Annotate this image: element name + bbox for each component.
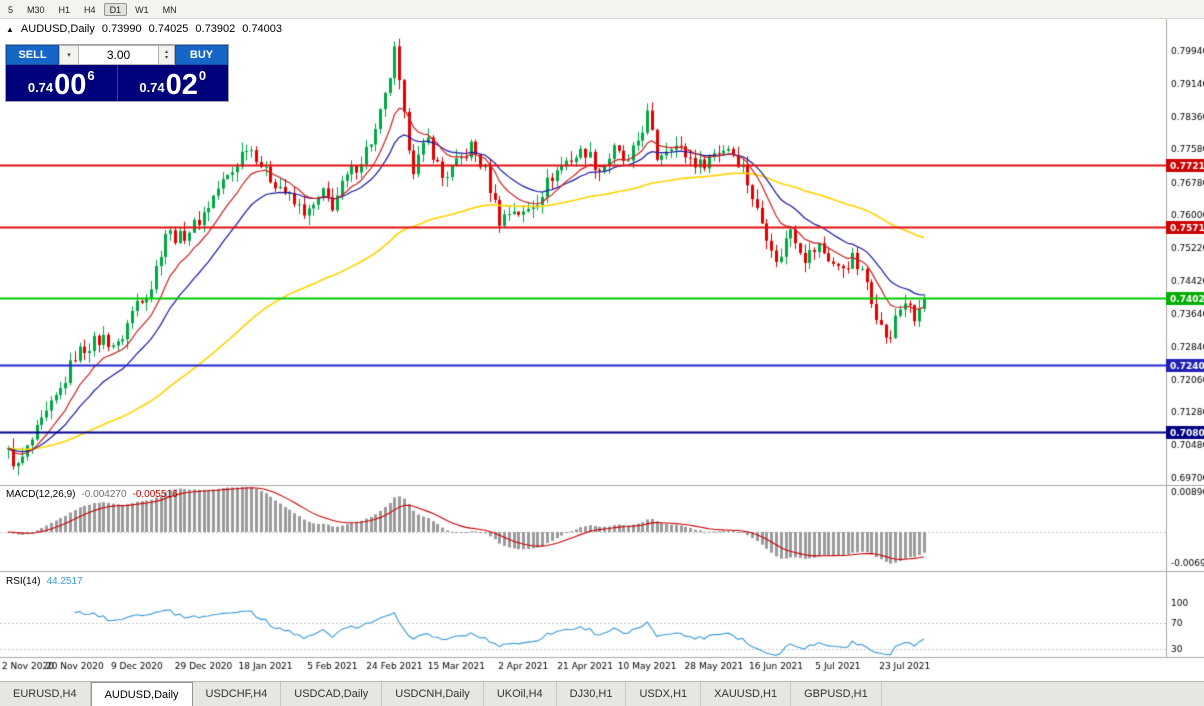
chart-tab[interactable]: DJ30,H1 xyxy=(557,682,627,706)
rsi-name: RSI(14) xyxy=(6,576,41,587)
bid-ask-display: 0.74 00 6 0.74 02 0 xyxy=(6,65,228,101)
chart-title-row: ▲ AUDUSD,Daily 0.73990 0.74025 0.73902 0… xyxy=(6,23,282,35)
chevron-up-icon: ▴ xyxy=(164,49,168,55)
trade-panel-toggle-icon[interactable]: ▲ xyxy=(6,24,14,34)
macd-name: MACD(12,26,9) xyxy=(6,489,76,500)
buy-price-fraction: 0 xyxy=(198,68,207,83)
timeframe-button[interactable]: W1 xyxy=(129,3,155,16)
buy-button[interactable]: BUY xyxy=(175,45,228,65)
chart-tab[interactable]: EURUSD,H4 xyxy=(0,682,91,706)
timeframe-button[interactable]: H4 xyxy=(78,3,102,16)
macd-signal-value: -0.005516 xyxy=(132,489,178,500)
chart-tab[interactable]: USDCHF,H4 xyxy=(193,682,282,706)
ohlc-close: 0.74003 xyxy=(242,23,282,35)
timeframe-button[interactable]: D1 xyxy=(103,2,128,16)
sell-price-fraction: 6 xyxy=(87,68,95,83)
chart-tab[interactable]: GBPUSD,H1 xyxy=(791,682,882,706)
timeframe-button[interactable]: MN xyxy=(157,3,183,16)
order-type-dropdown[interactable]: ▾ xyxy=(59,45,79,65)
rsi-value: 44.2517 xyxy=(46,576,83,587)
timeframe-button[interactable]: H1 xyxy=(53,3,77,16)
chart-tab[interactable]: XAUUSD,H1 xyxy=(701,682,792,706)
chart-tab[interactable]: AUDUSD,Daily xyxy=(90,682,193,706)
chevron-down-icon: ▾ xyxy=(67,52,71,59)
sell-price-base: 0.74 xyxy=(27,80,54,95)
one-click-trading-panel: SELL ▾ ▴ ▾ BUY 0.74 00 6 0.74 02 0 xyxy=(5,44,229,102)
sell-button[interactable]: SELL xyxy=(6,45,59,65)
macd-value: -0.004270 xyxy=(81,489,127,500)
lot-size-input[interactable] xyxy=(79,45,159,65)
ohlc-low: 0.73902 xyxy=(195,23,236,35)
timeframe-button[interactable]: 5 xyxy=(2,3,19,16)
trade-panel-controls: SELL ▾ ▴ ▾ BUY xyxy=(6,45,228,65)
chart-symbol-label: AUDUSD,Daily xyxy=(20,23,95,35)
chart-tab[interactable]: USDX,H1 xyxy=(626,682,702,706)
chart-tab[interactable]: UKOil,H4 xyxy=(484,682,557,706)
sell-price-button[interactable]: 0.74 00 6 xyxy=(6,65,117,101)
timeframe-button[interactable]: M30 xyxy=(21,3,51,16)
chevron-down-icon: ▾ xyxy=(164,55,168,61)
macd-indicator-label: MACD(12,26,9) -0.004270 -0.005516 xyxy=(6,489,178,500)
timeframe-toolbar: 5 M30 H1 H4 D1 W1 MN xyxy=(0,0,1204,19)
buy-price-base: 0.74 xyxy=(139,80,165,95)
ohlc-open: 0.73990 xyxy=(101,23,142,35)
chart-tab[interactable]: USDCAD,Daily xyxy=(281,682,383,706)
sell-price-pips: 00 xyxy=(54,69,87,101)
buy-price-pips: 02 xyxy=(165,69,198,101)
buy-price-button[interactable]: 0.74 02 0 xyxy=(116,65,229,101)
rsi-indicator-label: RSI(14) 44.2517 xyxy=(6,576,83,587)
ohlc-high: 0.74025 xyxy=(148,23,189,35)
chart-tab[interactable]: USDCNH,Daily xyxy=(382,682,484,706)
chart-tabs-bar: EURUSD,H4 AUDUSD,Daily USDCHF,H4 USDCAD,… xyxy=(0,681,1204,706)
lot-stepper[interactable]: ▴ ▾ xyxy=(159,45,175,65)
